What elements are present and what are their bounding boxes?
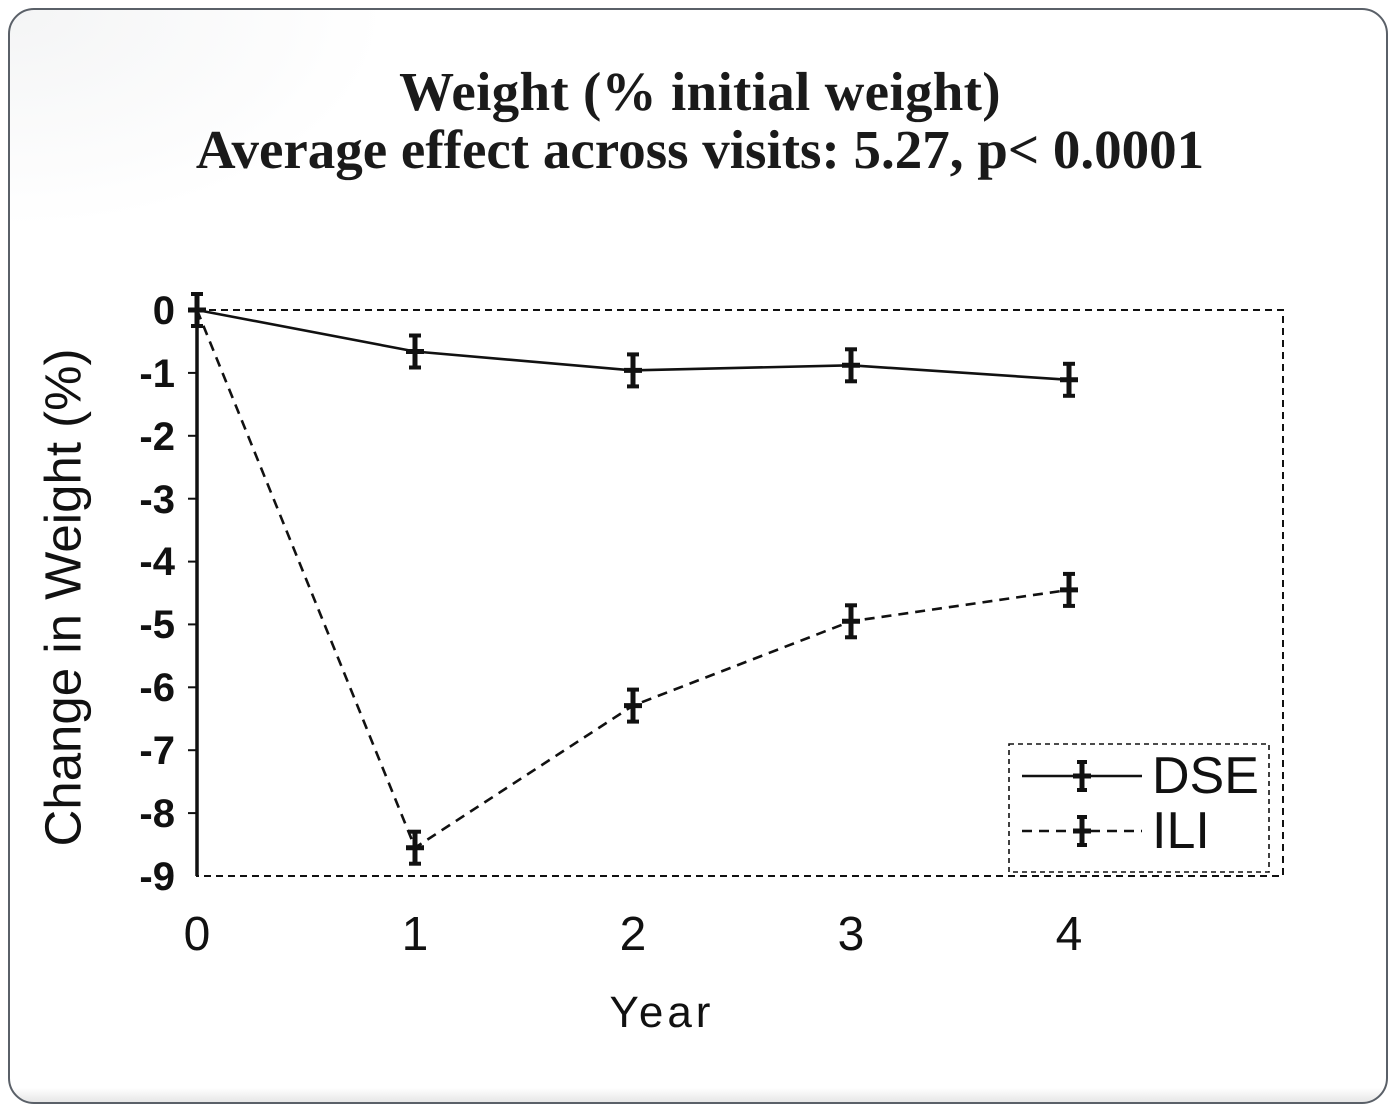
svg-text:-4: -4	[139, 540, 175, 584]
svg-text:-7: -7	[139, 729, 175, 773]
svg-text:-8: -8	[139, 792, 175, 836]
svg-text:-2: -2	[139, 415, 175, 459]
svg-text:0: 0	[153, 289, 175, 333]
svg-text:-5: -5	[139, 603, 175, 647]
svg-text:4: 4	[1056, 908, 1083, 961]
svg-text:1: 1	[402, 908, 429, 961]
svg-text:-9: -9	[139, 855, 175, 899]
svg-text:3: 3	[838, 908, 865, 961]
svg-text:2: 2	[620, 908, 647, 961]
svg-text:ILI: ILI	[1152, 802, 1210, 860]
svg-text:DSE: DSE	[1152, 747, 1259, 805]
svg-text:-3: -3	[139, 478, 175, 522]
svg-text:0: 0	[184, 908, 211, 961]
svg-text:-6: -6	[139, 666, 175, 710]
svg-text:-1: -1	[139, 352, 175, 396]
